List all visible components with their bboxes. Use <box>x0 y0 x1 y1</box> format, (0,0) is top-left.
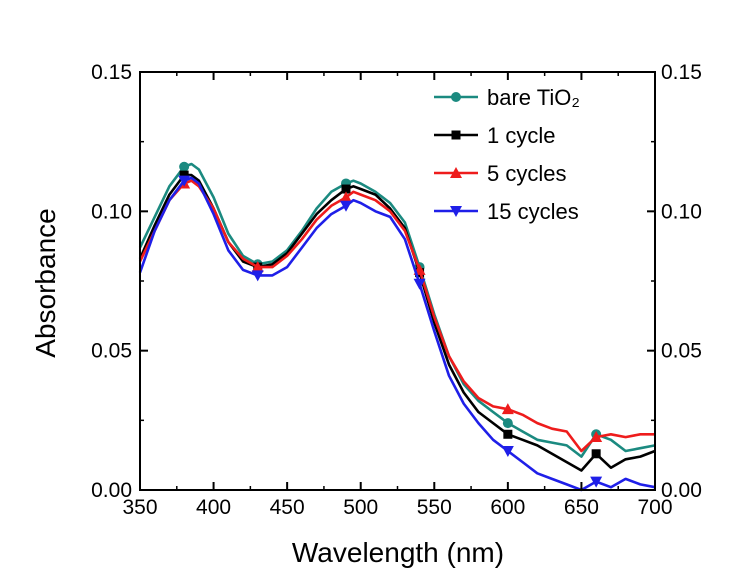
y-tick-label: 0.05 <box>91 340 132 363</box>
x-tick-label: 400 <box>196 496 231 519</box>
x-tick-label: 450 <box>270 496 305 519</box>
plot-frame <box>139 71 656 491</box>
data-point <box>251 261 264 273</box>
x-tick-label: 700 <box>637 496 672 519</box>
data-point <box>590 476 603 488</box>
right-y-tick-label: 0.10 <box>661 200 702 223</box>
legend-marker <box>451 130 461 140</box>
series-layer <box>138 161 656 492</box>
right-y-tick-label: 0.00 <box>661 479 702 502</box>
data-point <box>503 429 513 439</box>
legend-item: bare TiO₂ <box>434 85 580 110</box>
right-y-tick-label: 0.15 <box>661 61 702 84</box>
legend-item: 15 cycles <box>434 199 579 224</box>
x-axis-title: Wavelength (nm) <box>292 537 504 568</box>
data-point <box>341 184 351 194</box>
x-tick-label: 650 <box>564 496 599 519</box>
series-line <box>138 176 656 492</box>
data-point <box>178 175 191 187</box>
data-point <box>502 418 513 429</box>
data-point <box>501 445 514 457</box>
legend-item: 5 cycles <box>434 161 566 186</box>
data-point <box>590 431 603 443</box>
legend-item: 1 cycle <box>434 123 555 148</box>
tick-labels-layer: 350 400 450 500 550 600 650 7000.000.050.100.15… <box>91 61 702 519</box>
data-point <box>340 200 352 212</box>
data-point <box>591 449 601 459</box>
legend-label: 1 cycle <box>487 123 555 148</box>
data-point <box>251 270 264 282</box>
ticks-layer <box>139 71 656 491</box>
legend-marker <box>450 167 462 178</box>
data-point <box>340 191 352 203</box>
legend-marker <box>451 92 461 102</box>
x-tick-label: 350 <box>122 496 157 519</box>
legend: bare TiO₂ 1 cycle 5 cycles 15 cycles <box>434 85 580 224</box>
legend-label: 15 cycles <box>487 199 579 224</box>
data-point <box>501 403 514 415</box>
x-tick-label: 600 <box>490 496 525 519</box>
x-tick-label: 500 <box>343 496 378 519</box>
y-tick-label: 0.10 <box>91 200 132 223</box>
data-point <box>179 170 189 180</box>
series-line <box>138 179 655 453</box>
legend-marker <box>450 206 462 217</box>
y-axis-title: Absorbance <box>30 208 61 357</box>
legend-label: 5 cycles <box>487 161 566 186</box>
right-y-tick-label: 0.05 <box>661 340 702 363</box>
series-4 <box>138 175 656 492</box>
data-point <box>413 278 426 290</box>
y-tick-label: 0.15 <box>91 61 132 84</box>
y-tick-label: 0.00 <box>91 479 132 502</box>
data-point <box>179 161 190 172</box>
legend-label: bare TiO₂ <box>487 85 580 110</box>
series-line <box>138 162 656 458</box>
x-tick-label: 550 <box>417 496 452 519</box>
